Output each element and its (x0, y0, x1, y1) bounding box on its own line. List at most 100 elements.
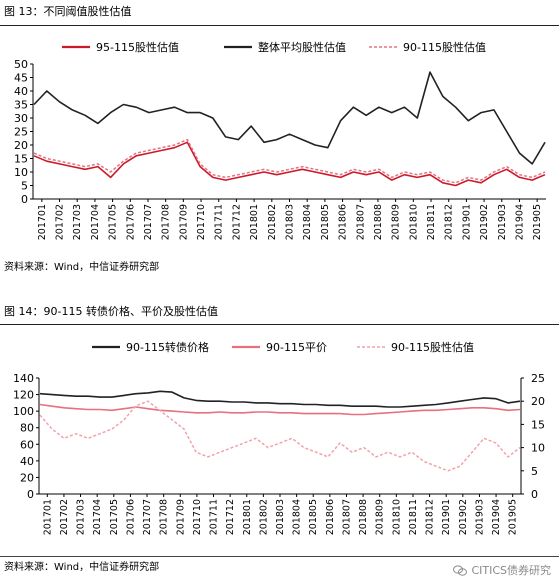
chart-14-x-tick-label-15: 201804 (292, 499, 303, 535)
chart-14-y-tick-label-0: 0 (27, 488, 34, 501)
chart-14-y-tick-label-4: 80 (20, 422, 34, 435)
chart-13-series-0-line (33, 141, 546, 187)
chart-14-x-tick-label-21: 201810 (391, 499, 402, 535)
chart-14-x-tick-label-9: 201710 (192, 499, 203, 535)
chart-13-x-tick-label-28: 201905 (532, 204, 543, 240)
chart-14-y2-tick-label-4: 20 (531, 395, 545, 408)
chart-13-x-tick-label-25: 201902 (479, 204, 490, 240)
chart-13-x-tick-label-23: 201812 (444, 204, 455, 240)
chart-13-x-tick-label-22: 201811 (426, 204, 437, 240)
chart-13-legend: 95-115股性估值 整体平均股性估值 90-115股性估值 (62, 40, 486, 54)
chart-13-y-tick-label-9: 45 (14, 72, 28, 85)
chart-14-y-tick-label-2: 40 (20, 455, 34, 468)
figure-14-source: 资料来源：Wind，中信证券研究部 (4, 562, 160, 573)
chart-14-x-tick-label-24: 201901 (441, 499, 452, 535)
chart-14-y2-tick-label-1: 5 (531, 465, 538, 478)
chart-14-x-tick-label-4: 201705 (109, 499, 120, 535)
chart-13-x-tick-label-11: 201712 (231, 204, 242, 240)
chart-13-y-tick-label-7: 35 (14, 99, 28, 112)
chart-13-legend-label-0: 95-115股性估值 (96, 40, 179, 54)
chart-13-x-tick-label-20: 201809 (391, 204, 402, 240)
chart-14-x-tick-label-14: 201803 (275, 499, 286, 535)
chart-14-x-tick-label-20: 201809 (375, 499, 386, 535)
chart-14-y-tick-label-3: 60 (20, 438, 34, 451)
chart-13-series-1-line (33, 71, 546, 165)
chart-14-x-tick-label-23: 201812 (425, 499, 436, 535)
chart-14-x-tick-label-18: 201807 (341, 499, 352, 535)
chart-14-legend-label-2: 90-115股性估值 (391, 340, 474, 354)
chart-13-x-tick-label-8: 201709 (178, 204, 189, 240)
chart-13-x-tick-label-19: 201808 (373, 204, 384, 240)
chart-13-x-tick-label-14: 201803 (285, 204, 296, 240)
figure-13-title: 图 13：不同阈值股性估值 (4, 5, 132, 18)
chart-14-x-tick-label-0: 201701 (42, 499, 53, 535)
chart-13-y-tick-label-10: 50 (14, 58, 28, 71)
chart-14-x-tick-label-11: 201712 (225, 499, 236, 535)
chart-13-x-tick-label-21: 201810 (408, 204, 419, 240)
chart-13-y-tick-label-8: 40 (14, 85, 28, 98)
chart-14-x-tick-label-12: 201801 (242, 499, 253, 535)
chart-14-x-tick-label-16: 201805 (308, 499, 319, 535)
watermark: CITICS债券研究 (453, 562, 551, 578)
chart-14-legend-label-0: 90-115转债价格 (126, 340, 209, 354)
chart-14-y2-tick-label-3: 15 (531, 418, 545, 431)
chart-13-x-tick-label-16: 201805 (320, 204, 331, 240)
chart-14-x-tick-label-8: 201709 (175, 499, 186, 535)
chart-13-x-tick-label-5: 201706 (125, 204, 136, 240)
chart-13-y-tick-label-2: 10 (14, 166, 28, 179)
chart-14-x-tick-label-5: 201706 (125, 499, 136, 535)
chart-13-y-tick-label-4: 20 (14, 139, 28, 152)
chart-13-x-tick-label-27: 201904 (514, 204, 525, 240)
chart-13-legend-label-1: 整体平均股性估值 (258, 40, 346, 54)
chart-14-y-tick-label-1: 20 (20, 471, 34, 484)
chart-13-x-tick-label-12: 201801 (249, 204, 260, 240)
chart-13-x-tick-label-26: 201903 (497, 204, 508, 240)
chart-14-y2-tick-label-0: 0 (531, 488, 538, 501)
chart-13-y-tick-label-0: 0 (21, 193, 28, 206)
chart-13-y-tick-label-3: 15 (14, 153, 28, 166)
chart-14-x-tick-label-27: 201904 (491, 499, 502, 535)
figure-14-bottom-rule (0, 556, 559, 557)
figure-14-title: 图 14：90-115 转债价格、平价及股性估值 (4, 305, 218, 318)
chart-13-y-tick-label-1: 5 (21, 180, 28, 193)
chart-14-x-tick-label-26: 201903 (474, 499, 485, 535)
chart-14-y-tick-label-7: 140 (13, 372, 34, 385)
chart-13-x-tick-label-18: 201807 (355, 204, 366, 240)
chart-13-x-tick-label-13: 201802 (267, 204, 278, 240)
chart-14-x-tick-label-1: 201702 (59, 499, 70, 535)
figure-14-top-rule (0, 324, 559, 325)
chart-14-y2-tick-label-2: 10 (531, 442, 545, 455)
wechat-icon (453, 564, 468, 576)
chart-14-x-tick-label-22: 201811 (408, 499, 419, 535)
chart-13-x-tick-label-3: 201704 (90, 204, 101, 240)
chart-14-series-1-line (39, 403, 521, 416)
chart-13-series-2-line (33, 138, 546, 184)
chart-14-y2-tick-label-5: 25 (531, 372, 545, 385)
chart-13-x-tick-label-4: 201705 (108, 204, 119, 240)
chart-14-y-tick-label-6: 120 (13, 389, 34, 402)
chart-14-x-tick-label-13: 201802 (258, 499, 269, 535)
chart-14-x-tick-label-25: 201902 (458, 499, 469, 535)
chart-13-x-tick-label-15: 201804 (302, 204, 313, 240)
watermark-text: CITICS债券研究 (471, 564, 551, 577)
chart-13-x-tick-label-10: 201711 (214, 204, 225, 240)
chart-13-y-tick-label-6: 30 (14, 112, 28, 125)
chart-14: 90-115转债价格 90-115平价 90-115股性估值020406080100… (13, 340, 545, 535)
figure-13-top-rule (0, 25, 559, 26)
chart-14-x-tick-label-2: 201703 (76, 499, 87, 535)
chart-13-x-tick-label-9: 201710 (196, 204, 207, 240)
chart-13-x-tick-label-0: 201701 (37, 204, 48, 240)
chart-14-x-tick-label-10: 201711 (209, 499, 220, 535)
chart-14-legend: 90-115转债价格 90-115平价 90-115股性估值 (92, 340, 474, 354)
chart-13-legend-label-2: 90-115股性估值 (403, 40, 486, 54)
figure-13-source: 资料来源：Wind，中信证券研究部 (4, 262, 160, 273)
chart-13-x-tick-label-17: 201806 (338, 204, 349, 240)
chart-13: 95-115股性估值 整体平均股性估值 90-115股性估值 051015202530… (14, 40, 546, 240)
chart-14-x-tick-label-17: 201806 (325, 499, 336, 535)
chart-14-legend-label-1: 90-115平价 (266, 341, 327, 354)
chart-14-series-2-line (39, 400, 521, 472)
chart-14-series-0-line (39, 390, 521, 408)
chart-14-y-tick-label-5: 100 (13, 405, 34, 418)
chart-13-y-tick-label-5: 25 (14, 126, 28, 139)
chart-13-x-tick-label-1: 201702 (55, 204, 66, 240)
